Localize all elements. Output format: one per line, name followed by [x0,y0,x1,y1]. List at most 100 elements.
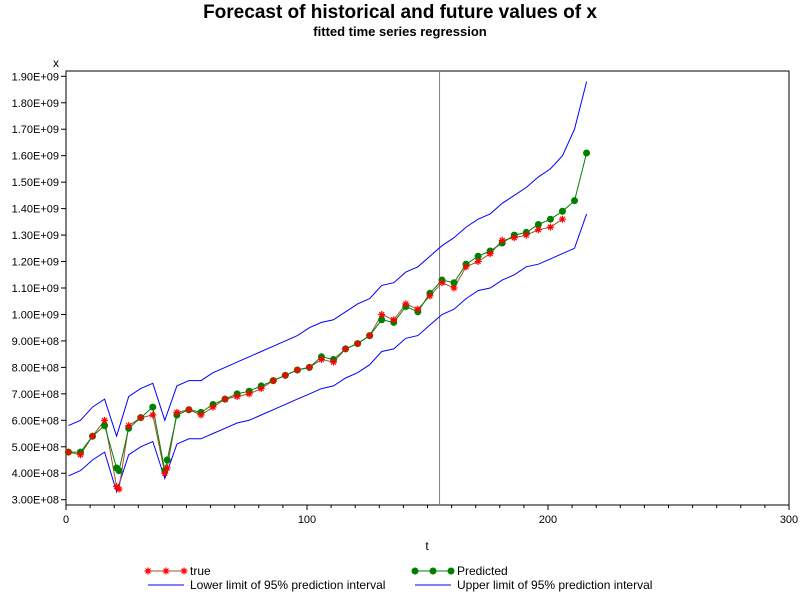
true-point [269,377,277,385]
legend-true-marker [162,567,170,575]
true-point [245,390,253,398]
legend-true-marker [180,567,188,575]
y-tick-label: 1.20E+09 [12,257,59,269]
x-tick-label: 200 [539,514,557,526]
true-point [378,310,386,318]
true-point [354,340,362,348]
predicted-point [101,422,109,430]
ticks-layer: 3.00E+08 4.00E+08 5.00E+08 6.00E+08 7.00E+08… [12,71,799,526]
y-tick-label: 4.00E+08 [12,468,59,480]
predicted-point [450,279,458,287]
true-point [426,292,434,300]
series-layer [64,81,591,494]
true-point [462,263,470,271]
true-point [173,408,181,416]
true-point [342,345,350,353]
x-axis-label: t [425,539,429,553]
true-point [522,231,530,239]
true-point [558,215,566,223]
y-tick-label: 9.00E+08 [12,336,59,348]
legend-label: true [190,564,211,578]
true-point [149,411,157,419]
y-tick-label: 1.60E+09 [12,151,59,163]
plot-frame [65,70,790,506]
predicted-point [115,467,123,475]
true-point [115,485,123,493]
y-tick-label: 1.70E+09 [12,124,59,136]
true-point [438,279,446,287]
true-point [137,414,145,422]
series-true-line [68,218,563,491]
true-point [402,300,410,308]
true-point [293,366,301,374]
y-tick-label: 1.80E+09 [12,98,59,110]
legend-true-marker [144,567,152,575]
y-tick-label: 8.00E+08 [12,362,59,374]
legend-label: Predicted [457,564,508,578]
true-point [163,464,171,472]
legend-label: Lower limit of 95% prediction interval [190,578,385,592]
true-point [281,371,289,379]
true-point [330,358,338,366]
y-tick-label: 1.90E+09 [12,71,59,83]
y-tick-label: 1.40E+09 [12,204,59,216]
true-point [185,406,193,414]
predicted-point [474,252,482,260]
predicted-point [571,197,579,205]
series-predicted-line [68,152,588,472]
chart-subtitle: fitted time series regression [313,24,486,39]
predicted-point [163,456,171,464]
true-point [414,305,422,313]
true-point [257,385,265,393]
true-point [64,448,72,456]
y-tick-label: 1.00E+09 [12,309,59,321]
true-point [197,411,205,419]
true-point [305,363,313,371]
y-tick-label: 3.00E+08 [12,495,59,507]
legend-label: Upper limit of 95% prediction interval [457,578,652,592]
predicted-point [378,316,386,324]
true-point [390,316,398,324]
series-upper-limit-line [68,81,588,438]
predicted-point [149,403,157,411]
y-tick-label: 6.00E+08 [12,415,59,427]
true-point [510,234,518,242]
series-lower-limit-line [68,213,588,494]
true-point [486,250,494,258]
legend: true Predicted Lower limit of 95% predicti… [144,564,652,592]
legend-predicted-marker [447,567,455,575]
true-point [498,236,506,244]
chart-title: Forecast of historical and future values… [203,2,597,23]
true-point [113,482,121,490]
true-point [209,403,217,411]
y-tick-label: 1.10E+09 [12,283,59,295]
true-point [233,393,241,400]
x-tick-label: 0 [63,514,69,526]
true-point [161,469,169,477]
y-tick-label: 5.00E+08 [12,442,59,454]
y-tick-label: 7.00E+08 [12,389,59,401]
true-point [366,332,374,340]
true-point [76,451,84,459]
true-point [474,258,482,266]
true-point [89,432,97,440]
y-tick-label: 1.30E+09 [12,230,59,242]
x-tick-label: 300 [780,514,798,526]
predicted-point [583,149,591,157]
legend-predicted-marker [411,567,419,575]
y-tick-label: 1.50E+09 [12,177,59,189]
predicted-point [558,207,566,215]
legend-predicted-marker [429,567,437,575]
true-point [546,223,554,231]
y-axis-label: x [53,56,59,70]
true-point [534,226,542,234]
predicted-point [546,215,554,223]
true-point [101,416,109,424]
predicted-point [534,220,542,228]
x-tick-label: 100 [298,514,316,526]
true-point [450,284,458,292]
true-point [221,395,229,403]
true-point [125,422,133,430]
